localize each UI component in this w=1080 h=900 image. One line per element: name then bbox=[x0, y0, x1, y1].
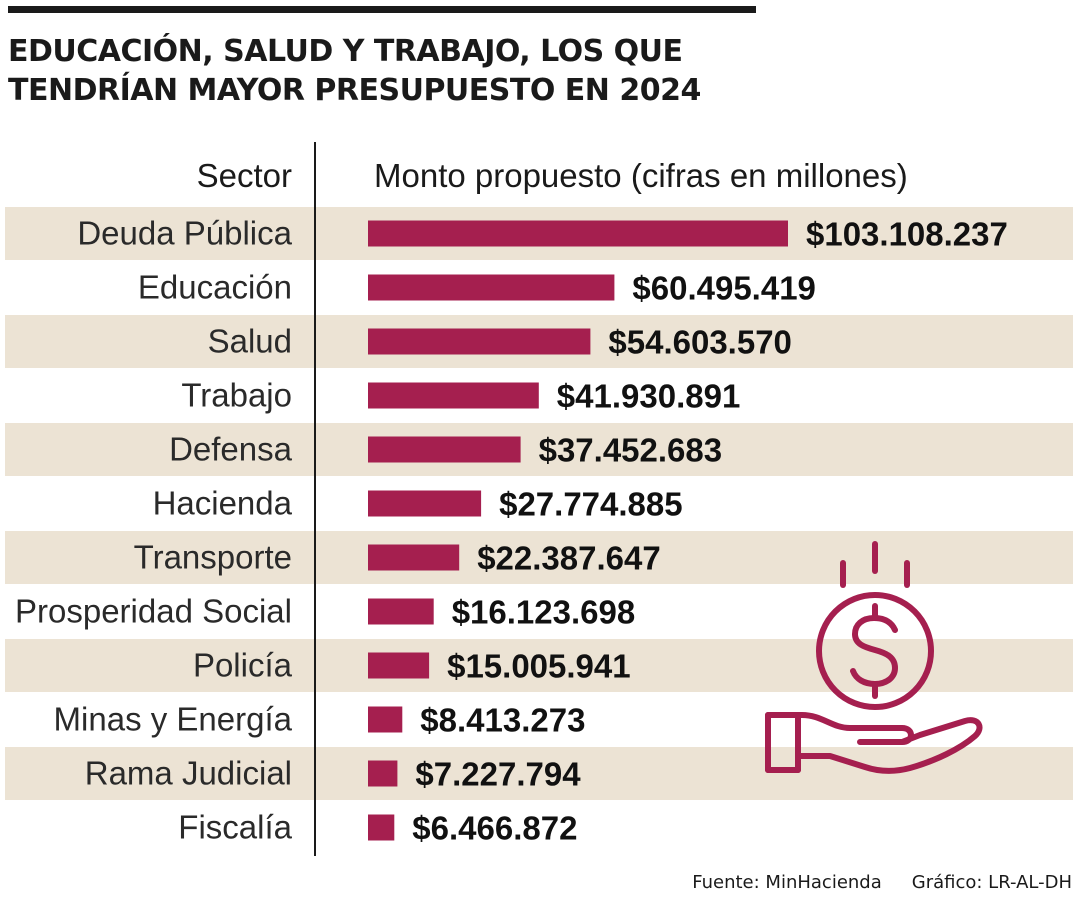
bar bbox=[368, 760, 398, 787]
footer: Fuente: MinHacienda Gráfico: LR-AL-DH bbox=[692, 872, 1072, 893]
row-bands bbox=[5, 207, 1073, 800]
bar bbox=[368, 220, 788, 247]
bar bbox=[368, 382, 539, 409]
category-label: Prosperidad Social bbox=[15, 593, 292, 630]
value-label: $8.413.273 bbox=[420, 702, 585, 739]
top-rule bbox=[8, 6, 756, 13]
bar bbox=[368, 598, 434, 625]
category-label: Salud bbox=[208, 323, 292, 360]
category-label: Transporte bbox=[134, 539, 292, 576]
bar bbox=[368, 652, 430, 679]
category-label: Rama Judicial bbox=[85, 755, 292, 792]
bar bbox=[368, 706, 403, 733]
value-label: $22.387.647 bbox=[477, 540, 661, 577]
bar bbox=[368, 544, 460, 571]
value-label: $27.774.885 bbox=[499, 486, 683, 523]
value-labels: $103.108.237 $60.495.419 $54.603.570 $41.93… bbox=[412, 216, 1008, 847]
bar bbox=[368, 814, 395, 841]
value-label: $16.123.698 bbox=[452, 594, 636, 631]
value-header: Monto propuesto (cifras en millones) bbox=[374, 157, 908, 194]
value-label: $103.108.237 bbox=[806, 216, 1008, 253]
category-labels: Deuda Pública Educación Salud Trabajo Defens… bbox=[15, 215, 293, 846]
title-line-1: EDUCACIÓN, SALUD Y TRABAJO, LOS QUE bbox=[8, 34, 683, 69]
value-label: $37.452.683 bbox=[539, 432, 723, 469]
bar bbox=[368, 490, 482, 517]
value-label: $7.227.794 bbox=[415, 756, 581, 793]
category-label: Defensa bbox=[169, 431, 293, 468]
source-credit: Fuente: MinHacienda bbox=[692, 872, 882, 893]
title-line-2: TENDRÍAN MAYOR PRESUPUESTO EN 2024 bbox=[8, 73, 701, 108]
category-header: Sector bbox=[197, 157, 292, 194]
value-label: $6.466.872 bbox=[412, 810, 577, 847]
row-band bbox=[5, 531, 1073, 584]
category-label: Minas y Energía bbox=[54, 701, 293, 738]
graphic-credit: Gráfico: LR-AL-DH bbox=[911, 872, 1072, 893]
category-label: Trabajo bbox=[181, 377, 292, 414]
category-label: Hacienda bbox=[153, 485, 293, 522]
value-label: $15.005.941 bbox=[447, 648, 631, 685]
row-band bbox=[5, 423, 1073, 476]
money-hand-icon bbox=[765, 541, 983, 774]
chart-title: EDUCACIÓN, SALUD Y TRABAJO, LOS QUE TEND… bbox=[8, 32, 1008, 110]
bar bbox=[368, 436, 521, 463]
value-label: $54.603.570 bbox=[608, 324, 792, 361]
category-label: Deuda Pública bbox=[77, 215, 292, 252]
bar-chart: Sector Monto propuesto (cifras en millon… bbox=[5, 142, 1073, 856]
category-label: Educación bbox=[138, 269, 292, 306]
category-label: Fiscalía bbox=[178, 809, 292, 846]
value-label: $41.930.891 bbox=[557, 378, 741, 415]
value-label: $60.495.419 bbox=[632, 270, 816, 307]
bars bbox=[368, 220, 788, 841]
bar bbox=[368, 328, 591, 355]
category-label: Policía bbox=[193, 647, 293, 684]
bar bbox=[368, 274, 615, 301]
